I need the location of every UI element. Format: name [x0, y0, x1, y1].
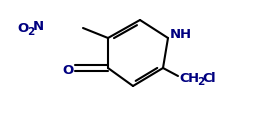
Text: l: l	[210, 71, 215, 84]
Text: C: C	[201, 71, 211, 84]
Text: O: O	[17, 22, 28, 34]
Text: 2: 2	[27, 27, 34, 37]
Text: 2: 2	[196, 77, 203, 87]
Text: H: H	[179, 27, 190, 41]
Text: N: N	[33, 21, 44, 34]
Text: C: C	[178, 71, 188, 84]
Text: N: N	[169, 27, 180, 41]
Text: H: H	[187, 71, 198, 84]
Text: O: O	[62, 63, 73, 76]
